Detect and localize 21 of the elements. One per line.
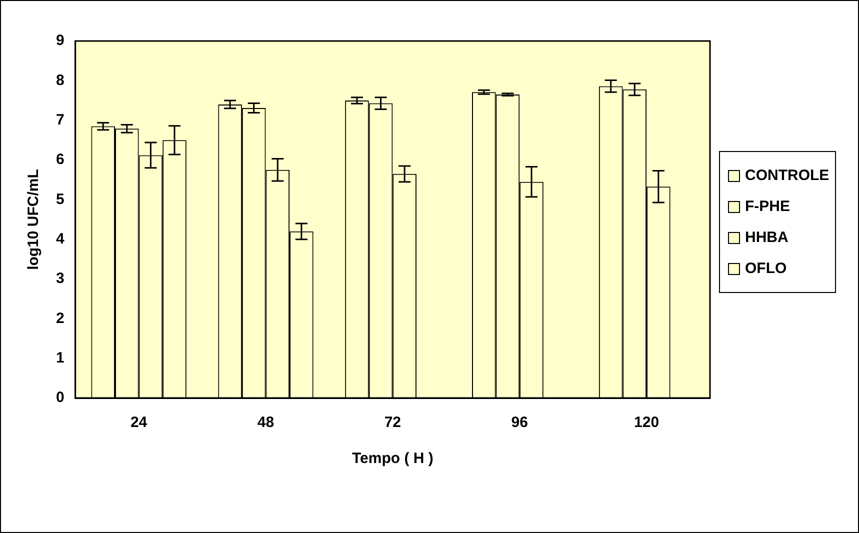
y-tick-label: 0 xyxy=(56,389,64,406)
y-tick-label: 6 xyxy=(56,151,64,168)
y-tick-label: 8 xyxy=(56,72,64,89)
y-tick-label: 4 xyxy=(56,230,65,248)
text: HHBA xyxy=(745,229,788,246)
y-tick-label: 7 xyxy=(56,111,64,128)
x-axis-title: Tempo ( H ) xyxy=(352,450,434,468)
text: CONTROLE xyxy=(745,167,830,184)
y-axis-title: log10 UFC/mL xyxy=(25,169,42,270)
y-tick-label: 2 xyxy=(56,310,64,327)
y-tick-label: 3 xyxy=(56,270,64,288)
text: F-PHE xyxy=(745,198,790,215)
x-tick-label: 120 xyxy=(634,414,660,432)
x-tick-label: 24 xyxy=(130,414,148,432)
y-tick-label: 1 xyxy=(56,349,64,366)
x-tick-label: 48 xyxy=(257,414,274,432)
x-tick-label: 96 xyxy=(511,414,528,432)
y-tick-label: 5 xyxy=(56,190,64,208)
text: OFLO xyxy=(745,260,787,277)
y-tick-label: 9 xyxy=(56,32,64,50)
x-tick-label: 72 xyxy=(384,414,402,432)
